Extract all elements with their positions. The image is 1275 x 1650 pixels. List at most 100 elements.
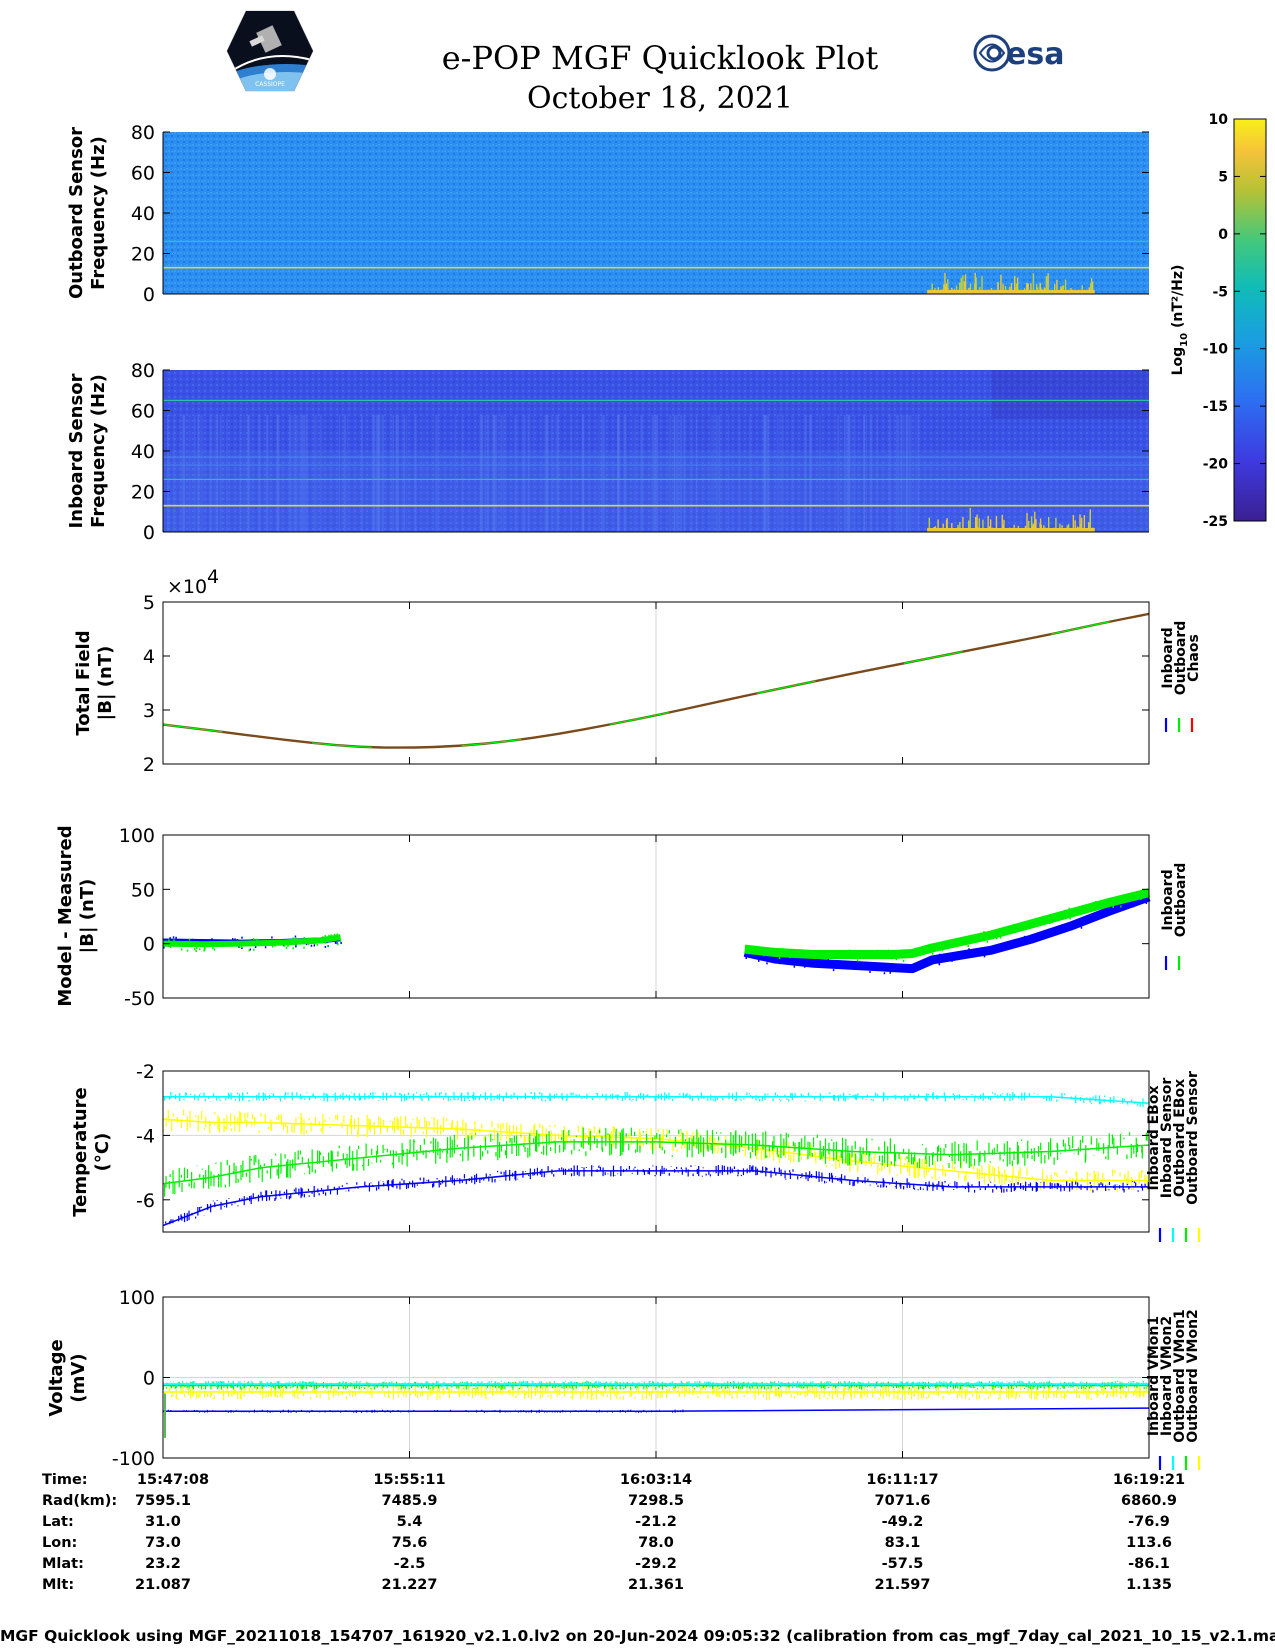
spectrogram-striation xyxy=(866,415,868,532)
colorbar-label-text: Log10 (nT²/Hz) xyxy=(1170,265,1190,376)
residual-point xyxy=(194,947,196,950)
residual-point xyxy=(1012,944,1015,947)
spectrogram-striation xyxy=(200,415,204,532)
spectrogram-striation xyxy=(247,415,250,532)
spectrogram-striation xyxy=(372,415,375,532)
ephemeris-value: 21.361 xyxy=(628,1577,684,1593)
spectrogram-striation xyxy=(633,415,637,532)
residual-point xyxy=(983,955,986,958)
residual-point xyxy=(817,963,819,966)
ephemeris-value: 75.6 xyxy=(392,1535,428,1551)
spectrogram-striation xyxy=(343,415,347,532)
spectrogram-striation xyxy=(738,415,741,532)
ephemeris-value: 1.135 xyxy=(1126,1577,1172,1593)
residual-point xyxy=(1110,903,1113,906)
residual-point xyxy=(907,951,910,954)
spectrogram-striation xyxy=(209,415,212,532)
residual-point xyxy=(923,947,926,950)
residual-point xyxy=(313,942,316,945)
residual-point xyxy=(307,943,310,946)
spectrogram-striation xyxy=(581,415,584,532)
spectrogram-striation xyxy=(853,415,856,532)
spectrogram-striation xyxy=(216,415,218,532)
residual-point xyxy=(1044,920,1046,923)
residual-point xyxy=(292,937,294,940)
spectrogram-striation xyxy=(776,415,780,532)
residual-point xyxy=(938,953,941,956)
residual-point xyxy=(956,943,959,946)
spectrogram-striation xyxy=(917,415,920,532)
y-axis-label-line2: Frequency (Hz) xyxy=(88,374,109,528)
ephemeris-value: -21.2 xyxy=(635,1514,677,1530)
residual-point xyxy=(195,949,197,952)
spectrogram-activity xyxy=(962,275,964,294)
y-axis-label-line1: Voltage xyxy=(46,1339,67,1416)
residual-point xyxy=(294,937,297,940)
residual-point xyxy=(786,962,788,965)
spectrogram-striation xyxy=(600,415,604,532)
residual-point xyxy=(264,946,267,949)
residual-point xyxy=(285,946,288,949)
spectrogram-band xyxy=(163,451,1149,532)
spectrogram-activity xyxy=(945,283,948,294)
spectrogram-activity xyxy=(928,517,930,532)
spectrogram-activity xyxy=(968,520,970,532)
legend-label: Outboard Sensor xyxy=(1185,1071,1201,1205)
y-tick-label: 5 xyxy=(143,592,155,614)
residual-point xyxy=(848,949,851,952)
spectrogram-striation xyxy=(679,415,683,532)
colorbar-label-unit: (nT²/Hz) xyxy=(1170,265,1186,333)
spectrogram-striation xyxy=(182,415,185,532)
spectrogram-striation xyxy=(528,415,530,532)
residual-point xyxy=(808,964,810,967)
spectrogram-striation xyxy=(304,415,306,532)
spectrogram-striation xyxy=(258,415,261,532)
residual-point xyxy=(948,944,950,947)
residual-point xyxy=(917,947,919,950)
spectrogram-activity xyxy=(1047,273,1049,294)
spectrogram-striation xyxy=(484,415,487,532)
y-tick-label: 40 xyxy=(131,203,155,225)
residual-point xyxy=(1097,901,1099,904)
residual-point xyxy=(763,954,765,957)
spectrogram-striation xyxy=(848,415,850,532)
residual-point xyxy=(303,946,305,949)
residual-point xyxy=(871,966,874,969)
spectrogram-activity xyxy=(1059,523,1061,532)
spectrogram-striation xyxy=(346,415,348,532)
spectrogram-striation xyxy=(277,415,279,532)
residual-point xyxy=(240,941,242,944)
residual-point xyxy=(294,935,297,938)
residual-point xyxy=(919,954,921,957)
spectrogram-striation xyxy=(405,415,408,532)
residual-point xyxy=(251,939,253,942)
spectrogram-striation xyxy=(719,415,721,532)
y-axis-label-line2: Frequency (Hz) xyxy=(88,136,109,290)
residual-point xyxy=(322,936,324,939)
spectrogram-activity xyxy=(1015,283,1018,294)
residual-point xyxy=(1117,905,1119,908)
spectrogram-activity xyxy=(955,285,958,294)
spectrogram-activity xyxy=(1016,277,1019,294)
spectrogram-striation xyxy=(486,415,490,532)
residual-point xyxy=(767,955,770,958)
y-axis-label-line2: |B| (nT) xyxy=(95,646,116,721)
ephemeris-value: 5.4 xyxy=(397,1514,423,1530)
spectrogram-striation xyxy=(299,415,302,532)
residual-point xyxy=(943,958,946,961)
y-tick-label: -2 xyxy=(136,1061,155,1083)
residual-point xyxy=(336,942,338,945)
residual-point xyxy=(217,944,219,947)
residual-point xyxy=(793,965,796,968)
residual-point xyxy=(324,941,327,944)
spectrogram-striation xyxy=(494,415,497,532)
spectrogram-striation xyxy=(501,415,504,532)
spectrogram-striation xyxy=(545,415,547,532)
residual-point xyxy=(256,938,258,941)
spectrogram-striation xyxy=(749,415,752,532)
residual-point xyxy=(299,941,302,944)
residual-point xyxy=(827,958,829,961)
spectrogram-activity-base xyxy=(927,290,1095,294)
residual-point xyxy=(191,938,194,941)
residual-point xyxy=(941,949,944,952)
